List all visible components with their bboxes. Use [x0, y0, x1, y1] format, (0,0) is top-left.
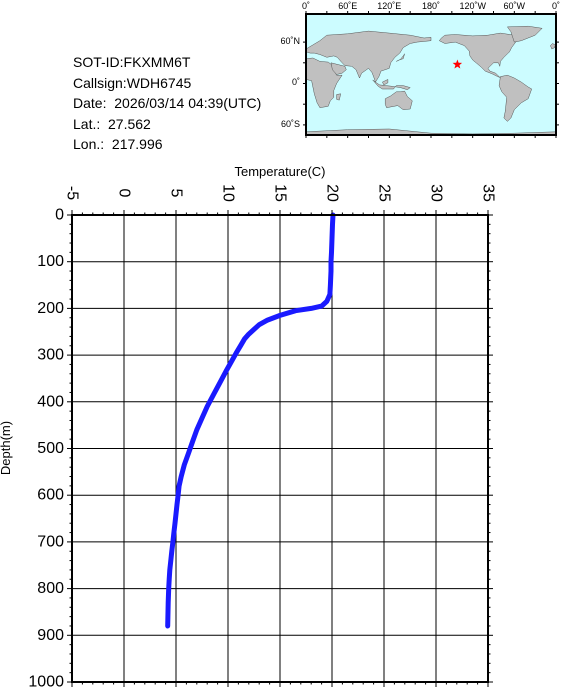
- landmass: [396, 53, 405, 62]
- station-marker-icon: [452, 59, 463, 69]
- lon-text: Lon.: 217.996: [73, 136, 163, 152]
- map-ticks: [303, 11, 559, 138]
- map-lon-label: 60˚E: [338, 1, 357, 11]
- map-lon-label: 120˚W: [459, 1, 486, 11]
- landmass: [305, 30, 432, 83]
- station-star: [452, 59, 463, 69]
- map-labels: 0˚ 60˚E 120˚E 180˚ 120˚W 60˚W 0˚ 60˚N 0˚…: [280, 1, 560, 129]
- landmass: [438, 32, 516, 79]
- map-lon-label: 120˚E: [377, 1, 401, 11]
- map-lon-label: 180˚: [422, 1, 440, 11]
- map-lat-label: 60˚N: [280, 36, 300, 46]
- map-lon-label: 60˚W: [504, 1, 526, 11]
- landmass: [372, 79, 411, 90]
- landmass: [498, 74, 533, 122]
- map-lat-label: 60˚S: [281, 119, 300, 129]
- landmass: [382, 78, 389, 86]
- landmass: [384, 90, 413, 110]
- landmass: [336, 93, 342, 101]
- sot-id-text: SOT-ID:FKXMM6T: [73, 54, 191, 70]
- world-map-group: 0˚ 60˚E 120˚E 180˚ 120˚W 60˚W 0˚ 60˚N 0˚…: [280, 1, 560, 138]
- landmass: [506, 25, 543, 43]
- landmass: [330, 62, 347, 75]
- map-lon-label: 0˚: [552, 1, 560, 11]
- landmass: [550, 43, 556, 50]
- callsign-text: Callsign:WDH6745: [73, 74, 192, 91]
- date-text: Date: 2026/03/14 04:39(UTC): [73, 95, 262, 111]
- map-lat-label: 0˚: [292, 77, 300, 87]
- station-info: SOT-ID:FKXMM6T Callsign:WDH6745 Date: 20…: [73, 52, 261, 155]
- map-lon-label: 0˚: [302, 1, 310, 11]
- map-land: [305, 25, 557, 136]
- lat-text: Lat.: 27.562: [73, 115, 151, 132]
